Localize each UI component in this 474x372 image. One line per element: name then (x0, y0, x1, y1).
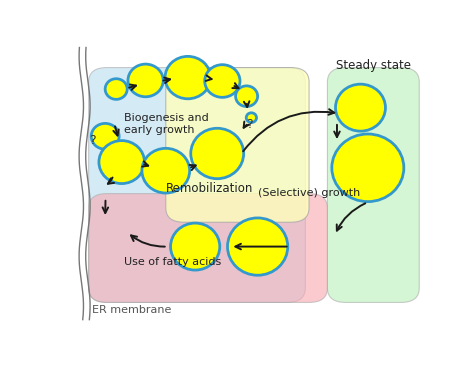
Ellipse shape (246, 113, 256, 122)
Text: ?: ? (89, 134, 95, 147)
Text: Steady state: Steady state (336, 59, 411, 72)
Text: ?: ? (246, 118, 253, 131)
Ellipse shape (142, 148, 190, 193)
Text: Remobilization: Remobilization (166, 182, 254, 195)
Ellipse shape (91, 124, 119, 149)
Ellipse shape (191, 128, 244, 179)
Ellipse shape (171, 223, 220, 270)
Ellipse shape (99, 141, 145, 183)
Text: Use of fatty acids: Use of fatty acids (124, 257, 221, 267)
FancyBboxPatch shape (166, 68, 309, 222)
Ellipse shape (236, 86, 258, 106)
Ellipse shape (332, 134, 404, 202)
Ellipse shape (128, 64, 163, 97)
Ellipse shape (105, 79, 127, 99)
Text: Biogenesis and
early growth: Biogenesis and early growth (124, 113, 208, 135)
Text: ER membrane: ER membrane (92, 305, 172, 315)
FancyBboxPatch shape (328, 68, 419, 302)
Ellipse shape (336, 84, 385, 131)
Ellipse shape (165, 57, 210, 99)
FancyBboxPatch shape (89, 68, 305, 302)
Text: (Selective) growth: (Selective) growth (258, 188, 360, 198)
Ellipse shape (205, 65, 240, 97)
Ellipse shape (228, 218, 288, 275)
FancyBboxPatch shape (89, 193, 328, 302)
